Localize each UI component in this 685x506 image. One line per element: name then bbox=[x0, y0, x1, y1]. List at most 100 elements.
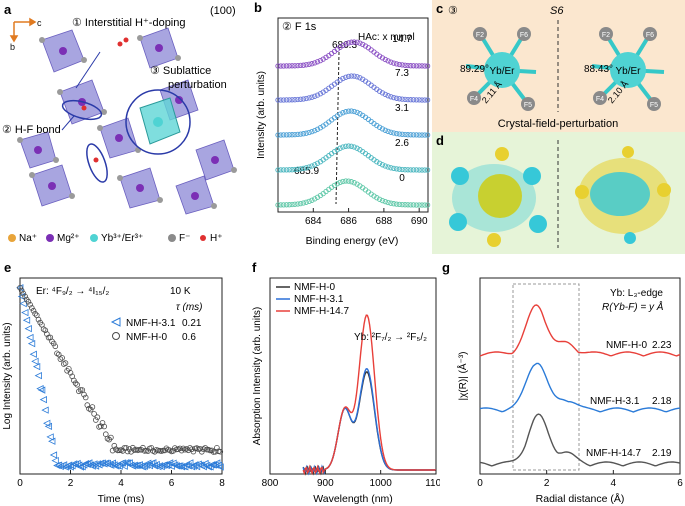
panel-a: a (100) c b bbox=[2, 2, 237, 244]
decay-point bbox=[22, 293, 28, 300]
decay-point bbox=[84, 402, 91, 408]
xps-point bbox=[292, 63, 298, 69]
xps-point bbox=[393, 61, 400, 67]
legend-e-series-1: NMF-H-3.1 bbox=[126, 318, 176, 329]
panel-b-label: b bbox=[254, 0, 262, 15]
xps-point bbox=[374, 159, 380, 165]
xps-point bbox=[312, 162, 318, 168]
xps-point bbox=[385, 164, 391, 170]
panel-g-edge: Yb: L₃-edge bbox=[610, 288, 663, 299]
xps-point bbox=[391, 130, 397, 136]
xps-point bbox=[292, 201, 298, 207]
panel-a-legend: Na⁺ Mg²⁺ Yb³⁺/Er³⁺ F⁻ H⁺ bbox=[8, 233, 223, 244]
decay-point bbox=[59, 355, 65, 361]
xps-point bbox=[419, 202, 425, 208]
charge-density-left bbox=[449, 147, 547, 247]
xps-point bbox=[354, 109, 360, 116]
panel-c-label: c bbox=[436, 1, 443, 16]
xps-point bbox=[388, 94, 394, 100]
right-center-ion bbox=[610, 52, 646, 88]
xps-point bbox=[419, 97, 425, 103]
decay-point bbox=[77, 387, 84, 393]
charge-density-right bbox=[575, 146, 671, 244]
xps-point bbox=[309, 94, 315, 100]
b-tick-label: 686 bbox=[340, 216, 357, 227]
xps-point bbox=[300, 165, 307, 172]
xps-point bbox=[391, 94, 397, 101]
decay-point bbox=[32, 310, 38, 317]
decay-point bbox=[44, 331, 50, 337]
decay-point bbox=[89, 404, 96, 410]
xps-point bbox=[385, 199, 391, 206]
xps-point bbox=[306, 198, 312, 205]
xps-point bbox=[278, 63, 284, 69]
xps-point bbox=[424, 167, 431, 173]
legend-e-series-2: NMF-H-0 bbox=[126, 332, 168, 343]
decay-point bbox=[189, 462, 197, 470]
e-tick-label: 0 bbox=[17, 478, 23, 489]
xps-point bbox=[295, 62, 301, 69]
decay-point bbox=[67, 370, 74, 376]
decay-point bbox=[95, 461, 103, 469]
e-tick-label: 2 bbox=[68, 478, 74, 489]
x-axis-label-f: Wavelength (nm) bbox=[313, 493, 393, 505]
annotation-interstitial: ① Interstitial H⁺-doping bbox=[72, 17, 186, 29]
decay-point bbox=[51, 456, 59, 465]
legend-f-marker bbox=[168, 234, 176, 242]
xps-point bbox=[289, 201, 295, 208]
xps-series-label: 0 bbox=[399, 173, 405, 184]
f-label-left-2: F6 bbox=[520, 32, 528, 39]
xps-point bbox=[275, 97, 281, 103]
annotation-sublattice-2: perturbation bbox=[168, 79, 227, 91]
xps-point bbox=[280, 132, 287, 138]
xps-point bbox=[278, 132, 284, 138]
decay-point bbox=[35, 316, 42, 323]
xps-point bbox=[413, 167, 420, 173]
decay-point bbox=[194, 445, 200, 451]
xps-point bbox=[345, 40, 352, 46]
xps-point bbox=[312, 93, 318, 99]
xps-series-label: 14.7 bbox=[392, 34, 412, 45]
panel-f-label: f bbox=[252, 260, 257, 275]
right-angle: 88.43° bbox=[584, 64, 613, 75]
exafs-line bbox=[479, 304, 681, 357]
panel-b: b ② F 1s HAc: x mmol 686.3 685.9 02.63.1… bbox=[254, 0, 431, 247]
xps-point bbox=[416, 167, 422, 173]
xps-point bbox=[422, 202, 428, 208]
xps-point bbox=[283, 167, 290, 173]
xps-point bbox=[402, 96, 408, 103]
decay-point bbox=[17, 284, 23, 291]
xps-point bbox=[357, 75, 363, 81]
xps-point bbox=[396, 131, 403, 137]
xps-point bbox=[376, 160, 383, 166]
panel-c: c ③ S6 Yb/Er F2 F6 F4 F5 89.29° 2.11 Å Y… bbox=[432, 0, 685, 132]
xps-point bbox=[388, 59, 394, 65]
decay-point bbox=[74, 382, 80, 388]
xps-point bbox=[300, 200, 307, 206]
xps-point bbox=[297, 96, 304, 102]
xps-point bbox=[340, 178, 346, 185]
decay-point bbox=[165, 459, 174, 467]
xps-point bbox=[393, 166, 400, 172]
xps-point bbox=[379, 162, 386, 168]
xps-point bbox=[382, 163, 388, 169]
xps-point bbox=[283, 202, 290, 208]
xps-point bbox=[334, 147, 340, 153]
xps-point bbox=[297, 166, 304, 172]
xps-point bbox=[343, 178, 349, 184]
decay-point bbox=[27, 301, 33, 308]
decay-point bbox=[22, 316, 31, 324]
xps-series-label: 7.3 bbox=[395, 68, 409, 79]
xps-point bbox=[385, 128, 391, 135]
f-label-left-3: F4 bbox=[470, 96, 478, 103]
xps-point bbox=[309, 197, 315, 203]
e-tick-label: 8 bbox=[219, 478, 225, 489]
xps-point bbox=[348, 73, 355, 79]
decay-point bbox=[135, 461, 143, 469]
crystal-field-caption: Crystal-field-perturbation bbox=[498, 118, 618, 130]
xps-point bbox=[391, 201, 397, 207]
sample-g-value-2: 2.18 bbox=[652, 396, 672, 407]
decay-point bbox=[83, 460, 91, 469]
tau-header: τ (ms) bbox=[176, 302, 203, 313]
decay-point bbox=[93, 417, 99, 423]
